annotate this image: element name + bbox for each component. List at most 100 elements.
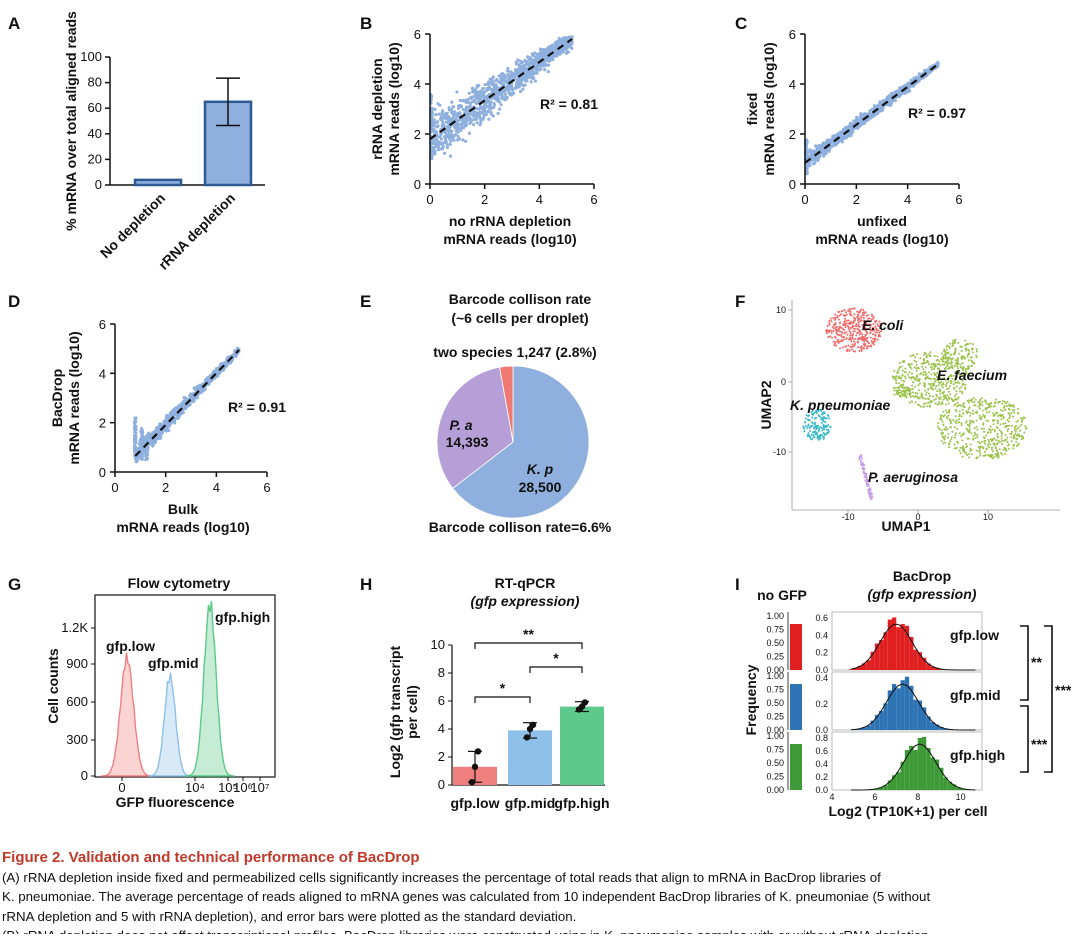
data-point	[468, 779, 476, 786]
significance-label: **	[523, 626, 534, 642]
umap-point	[915, 363, 918, 366]
umap-point	[984, 442, 987, 445]
scatter-point	[499, 79, 504, 83]
umap-point	[939, 416, 942, 419]
panel-label-i: I	[735, 575, 740, 594]
umap-point	[850, 307, 853, 310]
umap-point	[966, 437, 969, 440]
umap-point	[853, 344, 856, 347]
scatter-point	[543, 68, 547, 72]
scatter-point	[186, 404, 190, 408]
scatter-point	[569, 43, 573, 47]
umap-point	[990, 448, 993, 451]
umap-point	[845, 338, 848, 341]
scatter-point	[538, 53, 542, 57]
scatter-point	[446, 124, 450, 129]
scatter-point	[889, 101, 893, 105]
umap-point	[863, 476, 866, 479]
pie-title: (~6 cells per droplet)	[451, 310, 588, 326]
umap-point	[976, 456, 979, 459]
umap-point	[957, 396, 960, 399]
fit-line	[429, 38, 573, 140]
scatter-point	[832, 143, 836, 147]
umap-point	[958, 449, 961, 452]
umap-point	[1005, 449, 1008, 452]
scatter-point	[533, 79, 538, 83]
umap-point	[941, 435, 944, 438]
umap-point	[1000, 437, 1003, 440]
y-axis-label-line: rRNA depletion	[369, 58, 385, 159]
umap-point	[948, 409, 951, 412]
umap-point	[964, 347, 967, 350]
umap-point	[943, 348, 946, 351]
scatter-point	[461, 98, 465, 103]
umap-point	[967, 430, 970, 433]
umap-point	[914, 385, 917, 388]
umap-point	[861, 461, 864, 464]
umap-point	[929, 354, 932, 357]
umap-point	[937, 403, 940, 406]
scatter-point	[475, 121, 479, 125]
umap-point	[928, 377, 931, 380]
umap-point	[978, 449, 981, 452]
umap-point	[1001, 453, 1004, 456]
umap-point	[860, 454, 862, 457]
umap-point	[1004, 422, 1007, 425]
scatter-point	[458, 126, 463, 131]
umap-point	[903, 392, 906, 395]
umap-point	[999, 423, 1002, 426]
umap-point	[839, 330, 842, 333]
umap-point	[960, 415, 963, 418]
umap-point	[952, 339, 955, 342]
umap-point	[1015, 440, 1018, 443]
umap-point	[1009, 415, 1012, 418]
umap-point	[866, 345, 869, 348]
umap-point	[965, 410, 968, 413]
scatter-point	[487, 85, 492, 89]
y-tick-label: 6	[438, 693, 445, 708]
umap-point	[954, 398, 957, 401]
umap-point	[828, 323, 831, 326]
umap-point	[925, 355, 928, 358]
umap-point	[849, 307, 852, 310]
umap-point	[971, 342, 974, 345]
umap-point	[945, 411, 948, 414]
y-tick-label: 100	[80, 49, 102, 64]
umap-point	[993, 402, 996, 405]
umap-point	[870, 498, 872, 501]
hist-y-tick-label: 0.2	[815, 699, 828, 709]
umap-point	[946, 362, 949, 365]
umap-point	[827, 424, 830, 427]
umap-point	[864, 311, 867, 314]
umap-point	[945, 345, 948, 348]
umap-point	[901, 393, 904, 396]
umap-point	[1000, 440, 1003, 443]
scatter-point	[542, 64, 547, 68]
scatter-point	[134, 449, 138, 453]
umap-point	[876, 338, 879, 341]
scatter-point	[541, 55, 546, 59]
scatter-point	[893, 91, 897, 95]
umap-point	[874, 337, 877, 340]
y-tick-label: 900	[66, 656, 88, 671]
umap-point	[961, 439, 964, 442]
hist-y-tick-label: 0.4	[815, 673, 828, 683]
scatter-point	[524, 79, 528, 83]
umap-point	[944, 357, 947, 360]
umap-point	[948, 384, 951, 387]
umap-point	[813, 421, 816, 424]
umap-point	[946, 399, 949, 402]
umap-point	[960, 424, 963, 427]
umap-point	[940, 440, 943, 443]
umap-point	[857, 323, 860, 326]
umap-point	[937, 400, 940, 403]
scatter-point	[916, 75, 920, 79]
umap-point	[944, 426, 947, 429]
umap-point	[851, 336, 854, 339]
umap-point	[974, 411, 977, 414]
umap-point	[996, 442, 999, 445]
series-label-gfp-low: gfp.low	[106, 638, 155, 654]
scatter-point	[486, 82, 490, 86]
